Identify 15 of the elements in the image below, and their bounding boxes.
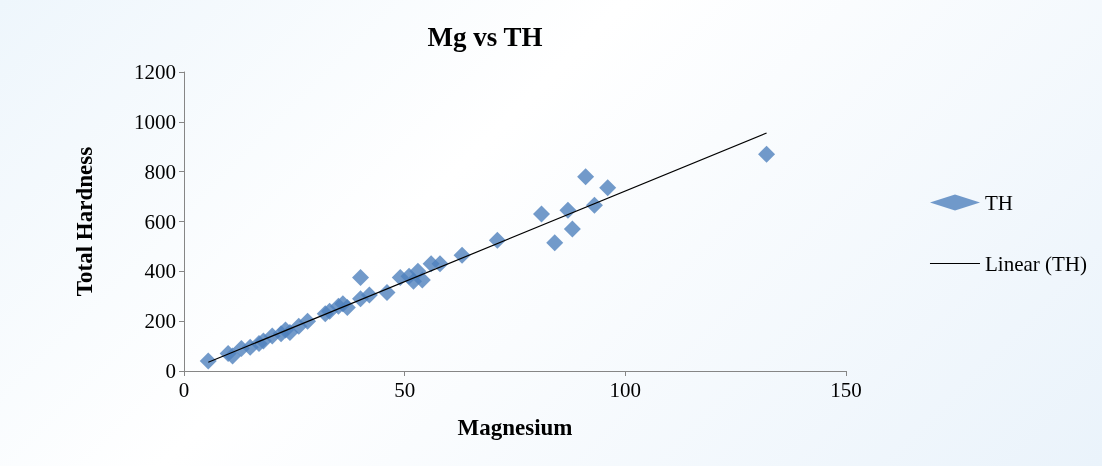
legend-label: Linear (TH) [984, 251, 1088, 276]
x-axis-title: Magnesium [457, 415, 573, 440]
legend-label: TH [984, 190, 1013, 215]
chart-title: Mg vs TH [427, 21, 543, 52]
y-axis-title: Total Hardness [72, 146, 97, 297]
y-tick-label: 0 [165, 359, 176, 383]
x-tick-label: 150 [830, 377, 862, 402]
x-tick-label: 100 [609, 377, 642, 402]
y-tick-label: 1200 [134, 60, 176, 84]
y-tick-label: 200 [144, 309, 176, 334]
y-tick-label: 400 [144, 259, 176, 284]
y-tick-label: 600 [144, 209, 176, 234]
y-tick-label: 1000 [134, 109, 176, 134]
x-tick-label: 50 [394, 377, 416, 402]
y-tick-label: 800 [144, 159, 176, 184]
